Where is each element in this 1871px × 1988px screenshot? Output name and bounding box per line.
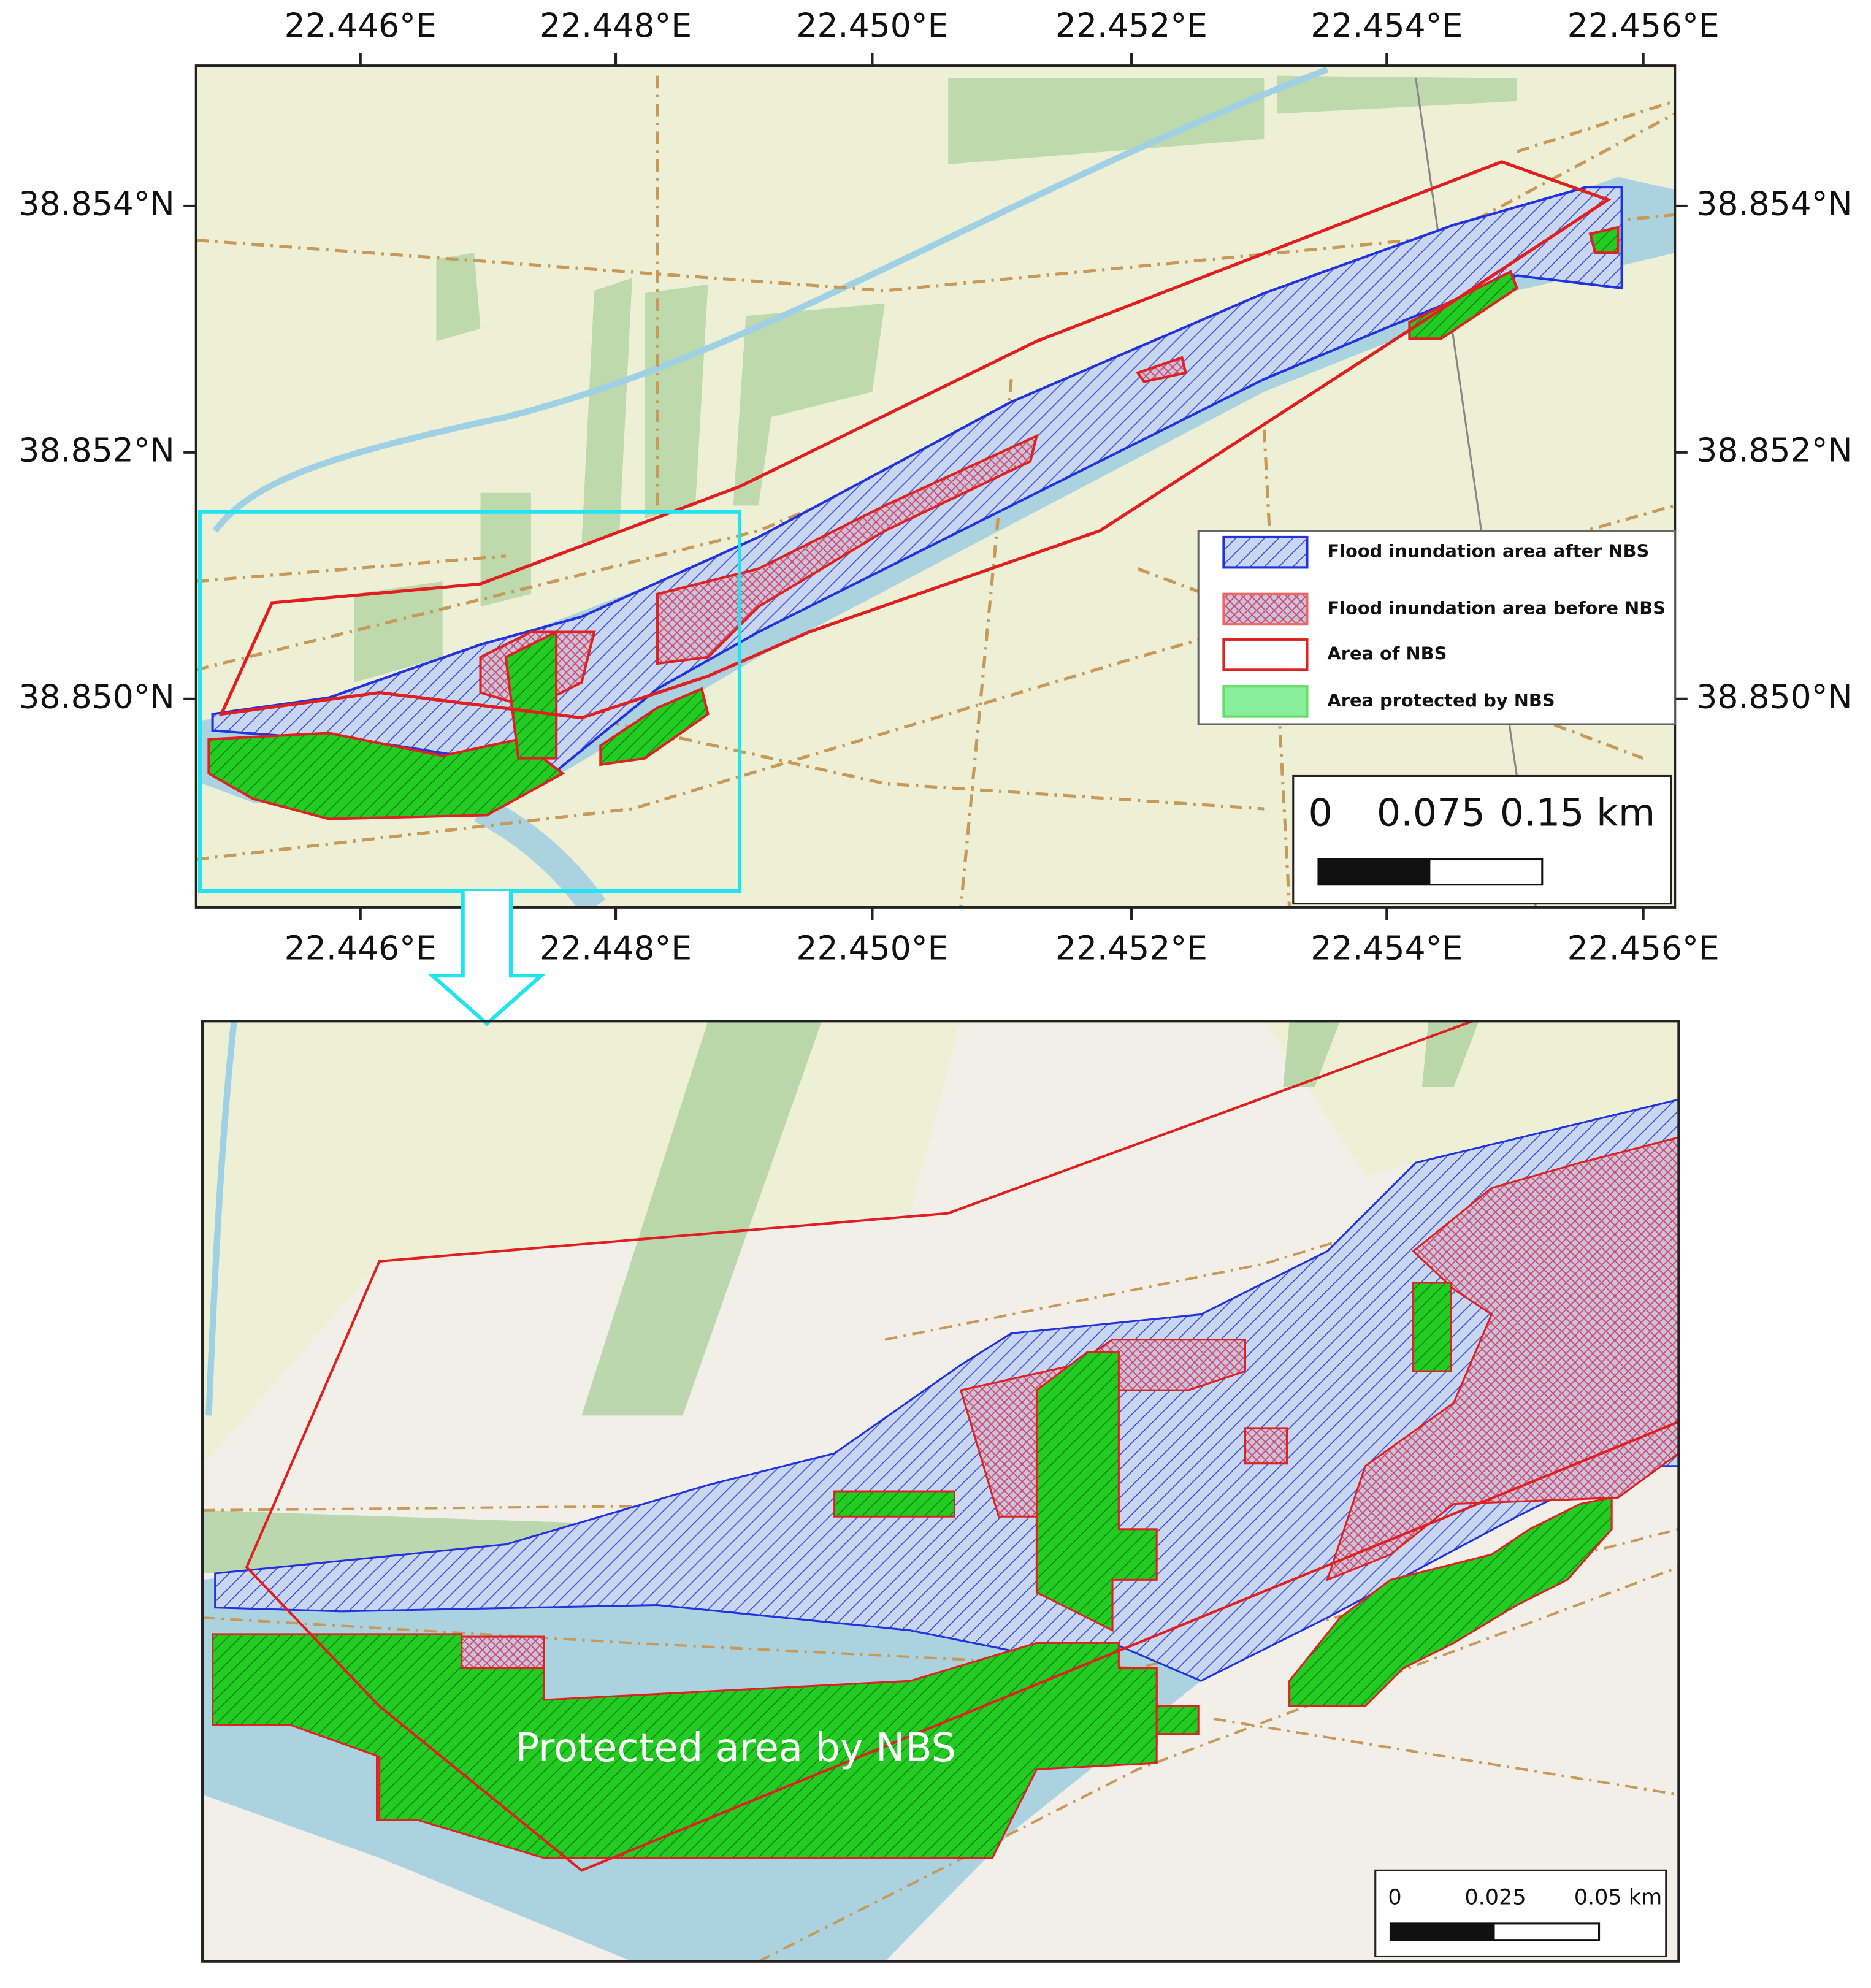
x-tick-label: 22.454°E (1310, 6, 1463, 45)
protected-area (1408, 270, 1519, 340)
legend-label: Area of NBS (1327, 643, 1447, 664)
protected-area (1588, 226, 1620, 254)
nbs-area (218, 160, 1612, 720)
x-tick-label: 22.446°E (285, 6, 437, 45)
river-branch (474, 796, 606, 908)
protected-area (1035, 1351, 1158, 1632)
scale-label: 0.15 km (1500, 790, 1655, 835)
x-tick-label: 22.450°E (796, 6, 948, 45)
x-tick-label: 22.452°E (1055, 929, 1207, 968)
track (1262, 429, 1291, 908)
field (581, 1021, 822, 1416)
flood-before (1135, 356, 1188, 383)
flood-after (211, 185, 1623, 773)
legend-swatch (1222, 685, 1309, 718)
x-tick-label: 22.448°E (540, 6, 692, 45)
x-tick-label: 22.452°E (1055, 6, 1207, 45)
y-tick-label: 38.854°N (18, 185, 174, 223)
field (733, 303, 886, 506)
y-tick-label: 38.854°N (1696, 185, 1852, 223)
x-tick-label: 22.446°E (285, 929, 437, 968)
protected-area (599, 687, 710, 767)
field (436, 253, 481, 342)
scale-label: 0 (1388, 1885, 1401, 1910)
overlay: 22.446°E 22.446°E 22.448°E 22.448°E 22.450°E… (18, 6, 1853, 1963)
legend-swatch (1222, 638, 1309, 671)
stream (205, 1021, 237, 1416)
field (645, 284, 708, 519)
bottom-map: Protected area by NBS (202, 1021, 1679, 1962)
nbs-area (245, 1021, 1679, 1872)
field (1421, 1021, 1479, 1087)
top-map (196, 66, 1675, 908)
legend-label: Flood inundation area before NBS (1327, 597, 1666, 618)
flood-before (656, 434, 1039, 665)
zoom-arrow (427, 891, 546, 1026)
field (1283, 1021, 1341, 1087)
x-tick-label: 22.454°E (1310, 929, 1463, 968)
track (758, 1566, 1679, 1962)
legend-label: Flood inundation area after NBS (1327, 541, 1649, 562)
track (1213, 1717, 1679, 1796)
protected-area (1412, 1282, 1452, 1372)
stream (212, 66, 1329, 533)
scale-label: 0 (1309, 790, 1333, 835)
map-annotation: Protected area by NBS (516, 1726, 956, 1771)
scale-label: 0.025 (1464, 1885, 1526, 1910)
x-tick-label: 22.448°E (540, 929, 692, 968)
field (354, 581, 443, 682)
protected-area (1155, 1705, 1200, 1735)
legend-swatch (1222, 592, 1309, 626)
scale-bar-black (1390, 1923, 1495, 1940)
scale-label: 0.075 (1377, 790, 1485, 835)
y-tick-label: 38.852°N (1696, 430, 1852, 469)
scale-box (1374, 1869, 1667, 1958)
protected-area (1288, 1496, 1613, 1707)
track (196, 213, 1675, 292)
y-tick-label: 38.850°N (1696, 677, 1852, 716)
field (581, 278, 632, 544)
map-frame (194, 64, 1677, 909)
power-line (1415, 78, 1537, 908)
legend-swatch (1222, 535, 1309, 569)
y-tick-label: 38.852°N (18, 430, 174, 469)
map-frame (201, 1020, 1680, 1963)
protected-area (207, 732, 565, 820)
legend-label: Area protected by NBS (1327, 690, 1555, 711)
flood-before (1325, 1136, 1679, 1581)
y-tick-label: 38.850°N (18, 677, 174, 716)
x-tick-label: 22.456°E (1567, 929, 1720, 968)
field (948, 78, 1265, 164)
flood-before (1244, 1427, 1288, 1465)
x-tick-label: 22.456°E (1567, 6, 1720, 45)
x-tick-label: 22.450°E (796, 929, 948, 968)
scale-bar-black (1318, 859, 1431, 885)
track (196, 554, 506, 583)
protected-area (833, 1490, 955, 1518)
protected-area (504, 630, 558, 760)
flood-before (461, 1635, 545, 1670)
track (196, 503, 1675, 862)
scale-label: 0.05 km (1574, 1885, 1662, 1910)
